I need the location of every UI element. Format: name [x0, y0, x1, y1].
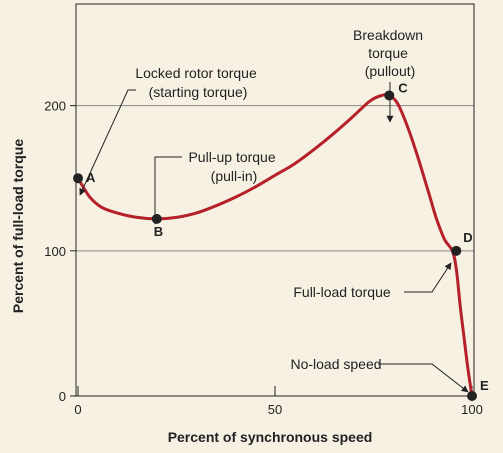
- x-axis-title: Percent of synchronous speed: [168, 429, 373, 445]
- point-label-a: A: [86, 170, 96, 185]
- annotation-pull-up-leader: [151, 156, 182, 225]
- point-label-e: E: [480, 378, 489, 393]
- annotation-pull-up: Pull-up torque (pull-in): [188, 149, 279, 184]
- point-d: [451, 245, 462, 256]
- point-c: [384, 90, 395, 101]
- y-tick-label-0: 0: [59, 389, 66, 404]
- point-a: [73, 173, 83, 184]
- point-e: [467, 391, 477, 401]
- annotation-breakdown-line3: (pullout): [365, 63, 416, 79]
- x-tick-label-50: 50: [268, 402, 282, 417]
- annotation-breakdown-line1: Breakdown: [353, 27, 423, 43]
- point-b: [151, 213, 162, 224]
- annotation-locked-rotor-line2: (starting torque): [149, 84, 248, 100]
- annotation-breakdown: Breakdown torque (pullout): [353, 27, 427, 79]
- annotation-pull-up-line2: (pull-in): [211, 168, 258, 184]
- x-tick-label-0: 0: [74, 402, 81, 417]
- y-tick-label-200: 200: [44, 99, 66, 114]
- annotation-locked-rotor-leader: [79, 89, 136, 196]
- annotation-no-load-leader: [378, 363, 469, 393]
- annotation-full-load: Full-load torque: [293, 284, 390, 300]
- x-tick-label-100: 100: [461, 402, 483, 417]
- y-tick-label-100: 100: [44, 244, 66, 259]
- point-label-b: B: [154, 224, 163, 239]
- annotation-full-load-leader: [404, 262, 452, 293]
- annotation-locked-rotor-line1: Locked rotor torque: [135, 65, 257, 81]
- y-axis-title: Percent of full-load torque: [10, 139, 26, 313]
- annotation-breakdown-line2: torque: [368, 45, 408, 61]
- annotation-pull-up-line1: Pull-up torque: [188, 149, 275, 165]
- annotation-no-load: No-load speed: [290, 356, 381, 372]
- point-label-d: D: [463, 230, 472, 245]
- annotation-locked-rotor: Locked rotor torque (starting torque): [135, 65, 260, 100]
- point-label-c: C: [398, 80, 408, 95]
- torque-curve-line: [76, 93, 474, 397]
